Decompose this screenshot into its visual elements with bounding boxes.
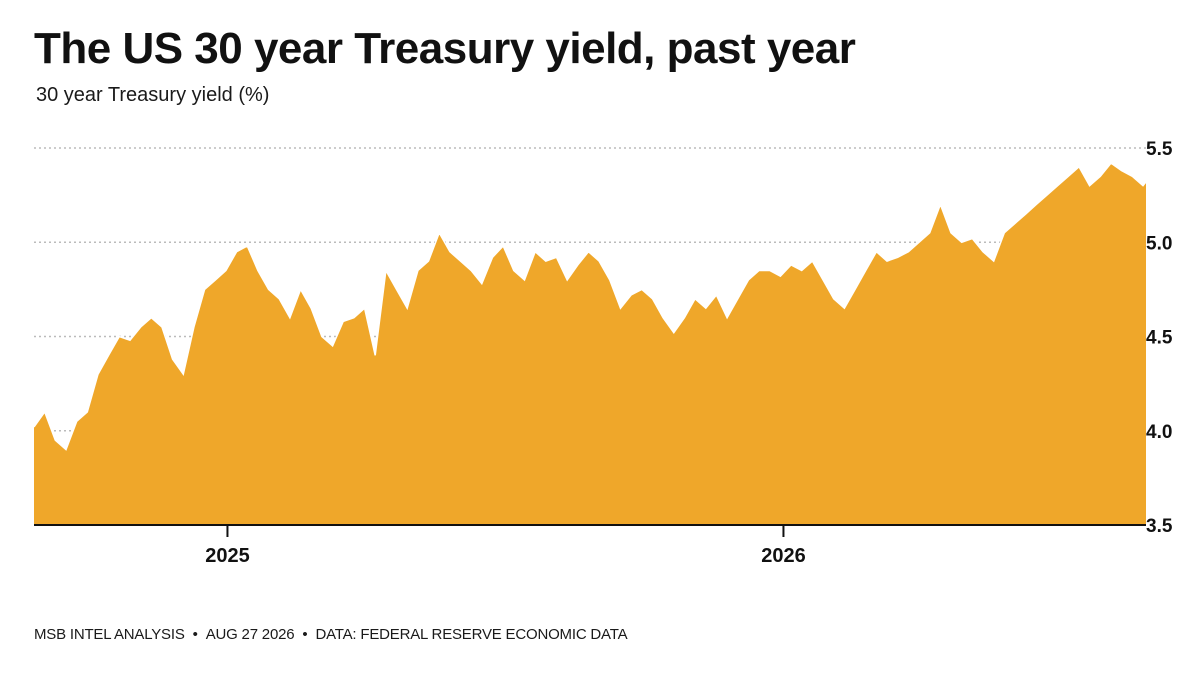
- chart-subtitle: 30 year Treasury yield (%): [36, 84, 270, 106]
- footer-part-source: DATA: FEDERAL RESERVE ECONOMIC DATA: [315, 626, 628, 643]
- x-tick-label: 2026: [761, 545, 806, 567]
- footer-part-date: AUG 27 2026: [205, 626, 295, 643]
- footer-separator: •: [192, 626, 198, 643]
- y-axis-ticks: 3.5 4.0 4.5 5.0 5.5: [1146, 139, 1173, 537]
- y-tick-label: 4.0: [1146, 422, 1172, 443]
- chart-title: The US 30 year Treasury yield, past year: [34, 24, 856, 73]
- y-tick-label: 5.0: [1146, 233, 1172, 254]
- x-tick-label: 2025: [205, 545, 250, 567]
- source-footer: MSB INTEL ANALYSIS • AUG 27 2026 • DATA: FED…: [34, 626, 628, 643]
- footer-separator: •: [302, 626, 308, 643]
- yield-line: [33, 162, 1147, 451]
- y-tick-label: 4.5: [1146, 328, 1173, 349]
- y-tick-label: 3.5: [1146, 516, 1173, 537]
- x-axis-ticks: 2025 2026: [205, 525, 806, 567]
- yield-area: [34, 163, 1146, 525]
- footer-part-analysis: MSB INTEL ANALYSIS: [34, 626, 185, 643]
- y-tick-label: 5.5: [1146, 139, 1173, 160]
